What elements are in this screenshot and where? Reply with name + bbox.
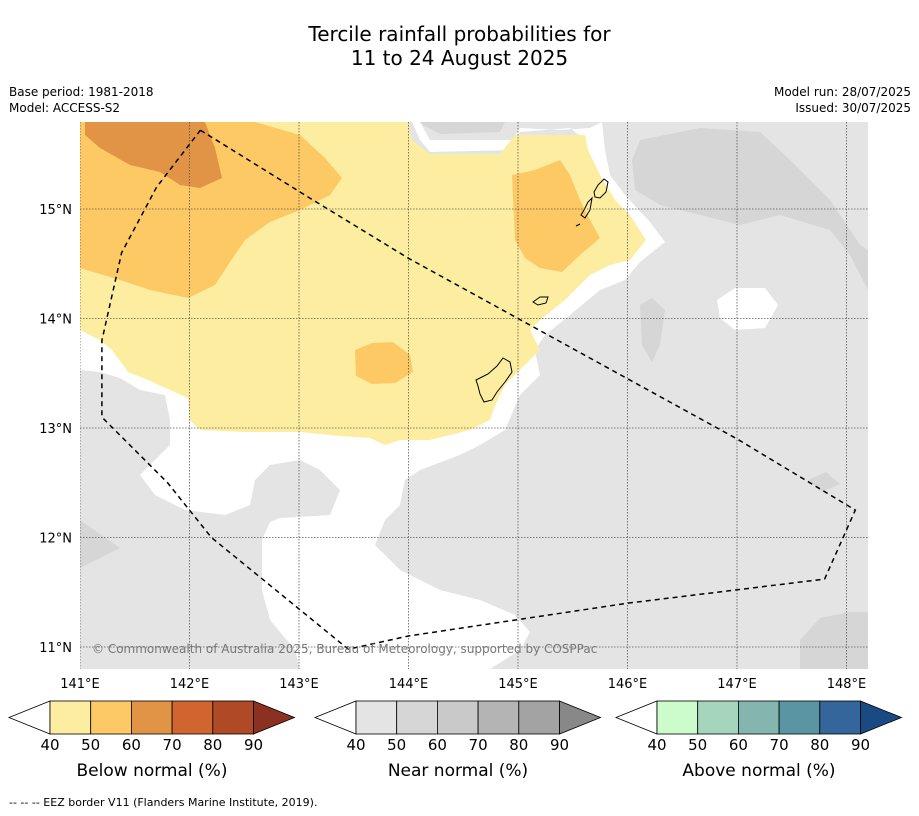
aguijan-island <box>575 223 581 227</box>
no-signal-area <box>717 288 778 330</box>
colorbar-tick-label: 60 <box>428 736 447 754</box>
colorbar-tick-label: 90 <box>244 736 263 754</box>
colorbar: 40 50 60 70 80 90 <box>313 700 602 754</box>
below-normal-legend-title: Below normal (%) <box>76 761 228 781</box>
colorbar: 40 50 60 70 80 90 <box>7 700 296 754</box>
colorbar-under-extension <box>7 700 51 735</box>
colorbar-tick-label: 60 <box>729 736 748 754</box>
colorbar-segment <box>697 700 739 735</box>
title-line-1: Tercile rainfall probabilities for <box>308 22 611 46</box>
colorbar-tick-label: 40 <box>647 736 666 754</box>
model-info: Base period: 1981-2018 Model: ACCESS-S2 <box>9 84 154 116</box>
colorbar-tick-label: 60 <box>122 736 141 754</box>
issued-text: Issued: 30/07/2025 <box>795 101 911 115</box>
base-period-text: Base period: 1981-2018 <box>9 85 154 99</box>
colorbar-tick-label: 80 <box>203 736 222 754</box>
colorbar-tick-label: 40 <box>40 736 59 754</box>
colorbar-segment <box>738 700 780 735</box>
colorbar-over-extension <box>559 700 602 735</box>
above-normal-legend-title: Above normal (%) <box>682 761 836 781</box>
longitude-label: 146°E <box>608 677 648 692</box>
colorbar-segment <box>778 700 821 735</box>
copyright-text: © Commonwealth of Australia 2025, Bureau… <box>92 642 597 656</box>
colorbar-tick-label: 80 <box>509 736 528 754</box>
run-info: Model run: 28/07/2025 Issued: 30/07/2025 <box>774 84 911 116</box>
colorbar-segment <box>396 700 438 735</box>
colorbar-segment <box>656 700 699 735</box>
tinian-island <box>580 196 593 219</box>
eez-border <box>101 129 857 651</box>
colorbar-under-extension <box>313 700 357 735</box>
near-normal-legend-title: Near normal (%) <box>387 761 529 781</box>
colorbar-segment <box>130 700 173 735</box>
near-normal-50-patch <box>808 472 840 492</box>
colorbar-segment <box>436 700 479 735</box>
colorbar-under-extension <box>614 700 658 735</box>
colorbar-tick-label: 50 <box>387 736 406 754</box>
latitude-label: 12°N <box>39 532 72 547</box>
colorbar: 40 50 60 70 80 90 <box>614 700 903 754</box>
colorbar-tick-label: 70 <box>770 736 789 754</box>
colorbar-tick-label: 70 <box>469 736 488 754</box>
below-normal-60-70 <box>85 122 222 188</box>
colorbar-segment <box>819 700 861 735</box>
near-normal-50-patch <box>80 520 120 568</box>
colorbar-over-extension <box>860 700 903 735</box>
title-line-2: 11 to 24 August 2025 <box>350 46 569 70</box>
colorbar-segment <box>355 700 398 735</box>
colorbar-tick-label: 40 <box>346 736 365 754</box>
colorbar-tick-label: 70 <box>163 736 182 754</box>
map-title: Tercile rainfall probabilities for 11 to… <box>0 22 919 70</box>
colorbar-tick-label: 90 <box>550 736 569 754</box>
latitude-label: 13°N <box>39 422 72 437</box>
below-normal-50-60 <box>355 342 413 384</box>
colorbar-over-extension <box>253 700 296 735</box>
colorbar-tick-label: 80 <box>810 736 829 754</box>
longitude-label: 144°E <box>389 677 429 692</box>
latitude-labels: 15°N 14°N 13°N 12°N 11°N <box>39 203 72 656</box>
colorbar-segment <box>477 700 520 735</box>
map-field: © Commonwealth of Australia 2025, Bureau… <box>80 122 868 669</box>
latitude-label: 11°N <box>39 641 72 656</box>
colorbar-segment <box>171 700 214 735</box>
near-normal-50-patch <box>418 122 505 134</box>
longitude-label: 148°E <box>827 677 867 692</box>
guam-island <box>475 357 513 403</box>
longitude-label: 143°E <box>279 677 319 692</box>
near-normal-50-patch <box>800 612 868 669</box>
eez-footnote: -- -- -- EEZ border V11 (Flanders Marine… <box>9 796 318 809</box>
longitude-labels: 141°E 142°E 143°E 144°E 145°E 146°E 147°E 148°E <box>60 677 866 692</box>
longitude-label: 142°E <box>170 677 210 692</box>
colorbar-tick-label: 50 <box>688 736 707 754</box>
colorbar-tick-label: 90 <box>851 736 870 754</box>
latitude-label: 15°N <box>39 203 72 218</box>
below-normal-50-60 <box>512 160 600 272</box>
longitude-label: 147°E <box>717 677 757 692</box>
colorbar-tick-label: 50 <box>81 736 100 754</box>
colorbars: 40 50 60 70 80 90 40 50 60 70 80 90 40 50 60 70 80 90 <box>7 700 903 754</box>
colorbar-segment <box>518 700 560 735</box>
near-normal-50-patch <box>640 298 665 362</box>
model-run-text: Model run: 28/07/2025 <box>773 85 911 99</box>
rota-island <box>532 296 549 306</box>
model-text: Model: ACCESS-S2 <box>9 101 121 115</box>
colorbar-segment <box>49 700 92 735</box>
saipan-island <box>593 178 609 199</box>
colorbar-segment <box>90 700 132 735</box>
latitude-label: 14°N <box>39 313 72 328</box>
graticule <box>80 122 868 669</box>
longitude-label: 145°E <box>498 677 538 692</box>
colorbar-segment <box>212 700 254 735</box>
longitude-label: 141°E <box>60 677 100 692</box>
